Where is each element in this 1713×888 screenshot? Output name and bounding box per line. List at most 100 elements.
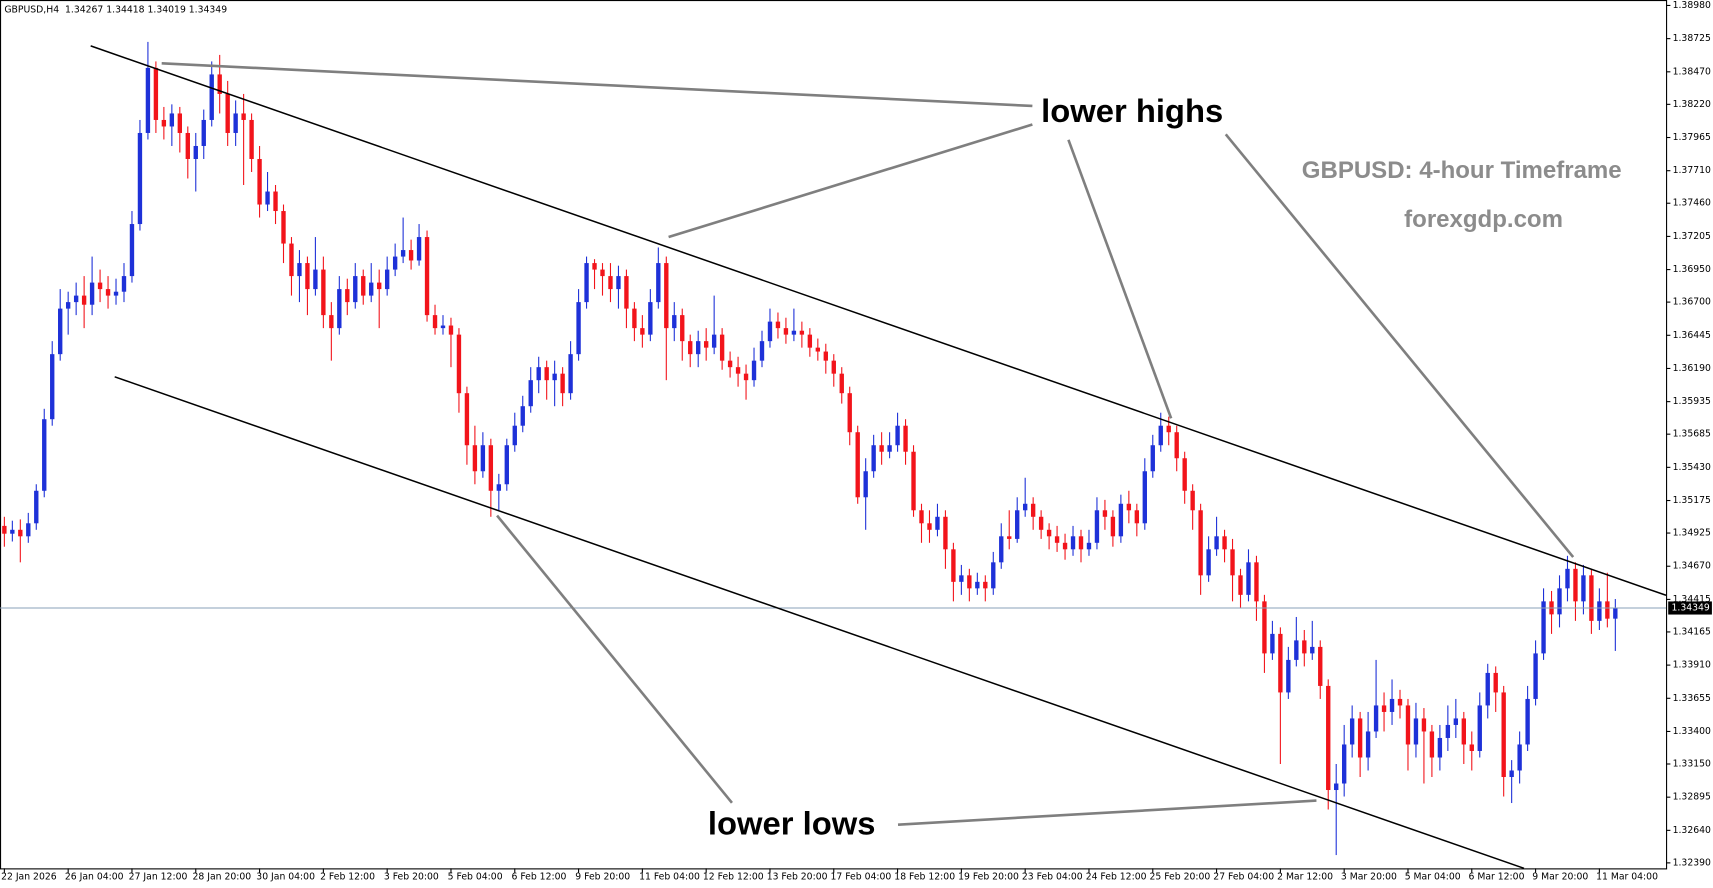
candle-body xyxy=(1230,549,1235,576)
x-tick-label: 5 Feb 04:00 xyxy=(448,872,503,883)
candle-body xyxy=(975,581,980,589)
annotation: GBPUSD: 4-hour Timeframe xyxy=(1302,157,1622,184)
x-tick-label: 5 Mar 04:00 xyxy=(1405,872,1461,883)
y-tick-label: 1.37205 xyxy=(1673,231,1711,242)
candle-body xyxy=(1405,705,1411,745)
candle-body xyxy=(81,295,87,305)
candle-body xyxy=(488,445,494,491)
x-tick-label: 3 Mar 20:00 xyxy=(1341,872,1397,883)
candle-body xyxy=(703,341,709,348)
candle-body xyxy=(799,330,805,335)
y-tick-label: 1.36190 xyxy=(1673,363,1711,374)
candle-body xyxy=(1573,568,1578,602)
y-tick-label: 1.37710 xyxy=(1673,165,1711,176)
candle-body xyxy=(1214,536,1219,550)
candle-body xyxy=(10,529,15,534)
candle-body xyxy=(34,490,39,524)
candle-body xyxy=(1022,503,1028,511)
candle-body xyxy=(480,445,486,472)
candles xyxy=(2,41,1618,856)
y-tick-label: 1.32640 xyxy=(1673,825,1711,836)
y-tick-label: 1.35175 xyxy=(1673,495,1711,506)
candle-body xyxy=(520,406,525,426)
candle-body xyxy=(65,302,71,309)
candle-body xyxy=(129,224,135,277)
candle-body xyxy=(281,211,286,244)
y-tick-label: 1.38220 xyxy=(1673,99,1711,110)
candle-body xyxy=(1142,471,1147,524)
candle-body xyxy=(1541,601,1546,654)
candle-body xyxy=(472,445,478,472)
candle-body xyxy=(1007,536,1012,539)
candle-body xyxy=(185,132,190,159)
candle-body xyxy=(767,321,773,342)
candle-body xyxy=(1381,705,1387,712)
price-label-box xyxy=(1668,601,1712,615)
candle-body xyxy=(2,525,7,534)
candle-body xyxy=(1485,672,1490,706)
candle-body xyxy=(1318,646,1323,686)
candle-body xyxy=(89,282,95,305)
candle-body xyxy=(1357,718,1363,758)
upper-channel-line xyxy=(90,45,1667,596)
y-tick-label: 1.34415 xyxy=(1673,594,1711,605)
candle-body xyxy=(1421,718,1427,732)
x-tick-label: 9 Mar 20:00 xyxy=(1532,872,1588,883)
candle-body xyxy=(1437,737,1443,758)
candle-body xyxy=(369,282,374,296)
x-tick-label: 12 Feb 12:00 xyxy=(703,872,764,883)
candle-body xyxy=(1365,731,1371,758)
y-tick-label: 1.36950 xyxy=(1673,264,1711,275)
candle-body xyxy=(735,367,741,374)
x-tick-label: 13 Feb 20:00 xyxy=(767,872,828,883)
candle-body xyxy=(879,445,884,452)
x-tick-label: 3 Feb 20:00 xyxy=(384,872,439,883)
y-tick-label: 1.38980 xyxy=(1673,0,1711,11)
candle-body xyxy=(97,282,103,290)
candle-body xyxy=(1517,744,1522,771)
x-tick-label: 19 Feb 20:00 xyxy=(958,872,1019,883)
candle-body xyxy=(951,549,956,582)
candle-body xyxy=(528,380,533,407)
candle-body xyxy=(50,354,55,420)
candle-body xyxy=(1310,646,1315,654)
y-tick-label: 1.37965 xyxy=(1673,132,1711,143)
candle-body xyxy=(1493,672,1498,693)
candle-body xyxy=(552,373,557,381)
candle-body xyxy=(26,523,31,537)
x-tick-label: 11 Feb 04:00 xyxy=(639,872,700,883)
candle-body xyxy=(1581,575,1586,602)
candle-body xyxy=(1134,510,1140,524)
candle-body xyxy=(1373,705,1379,732)
candle-body xyxy=(1278,633,1283,693)
candle-body xyxy=(105,289,111,296)
candle-body xyxy=(680,315,685,342)
candle-body xyxy=(161,119,167,127)
candle-body xyxy=(273,191,278,212)
y-tick-label: 1.33910 xyxy=(1673,660,1711,671)
candle-body xyxy=(1198,510,1203,576)
candle-body xyxy=(1326,685,1331,791)
candle-body xyxy=(1453,718,1459,725)
candle-body xyxy=(919,510,924,524)
candle-body xyxy=(353,276,358,303)
candle-body xyxy=(361,276,366,296)
candle-body xyxy=(751,360,757,381)
candle-body xyxy=(265,191,270,205)
candle-body xyxy=(297,263,302,277)
candle-body xyxy=(831,360,836,374)
candle-body xyxy=(1262,601,1267,654)
candle-body xyxy=(1302,640,1307,654)
candle-body xyxy=(1038,516,1044,530)
candle-body xyxy=(1589,575,1594,621)
chart-header: GBPUSD,H4 1.34267 1.34418 1.34019 1.3434… xyxy=(4,4,227,15)
candle-body xyxy=(392,256,398,270)
candle-body xyxy=(1246,562,1251,595)
candle-body xyxy=(1397,698,1403,706)
candle-body xyxy=(337,289,342,329)
x-tick-label: 6 Feb 12:00 xyxy=(511,872,566,883)
candle-body xyxy=(58,308,63,355)
pointer-line xyxy=(496,514,733,804)
candle-body xyxy=(983,581,988,589)
candle-body xyxy=(1062,542,1068,550)
